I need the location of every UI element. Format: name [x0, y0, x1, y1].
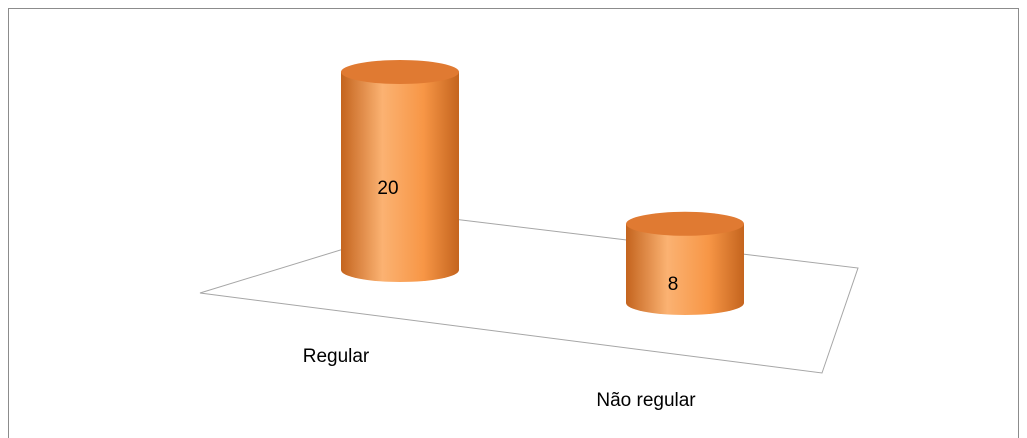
cylinder-body-regular [341, 72, 459, 282]
data-label-regular: 20 [377, 178, 398, 199]
data-label-nao-regular: 8 [668, 274, 679, 295]
category-label-nao-regular: Não regular [596, 390, 696, 411]
cylinder-bar-regular: 20 [341, 60, 459, 282]
cylinder-top-nao-regular [626, 211, 744, 236]
category-label-regular: Regular [303, 346, 370, 367]
chart-floor [199, 217, 859, 374]
cylinder-body-nao-regular [626, 223, 744, 315]
cylinder-bar-nao-regular: 8 [626, 211, 744, 315]
cylinder-top-regular [341, 60, 459, 84]
chart-area [8, 8, 1019, 438]
